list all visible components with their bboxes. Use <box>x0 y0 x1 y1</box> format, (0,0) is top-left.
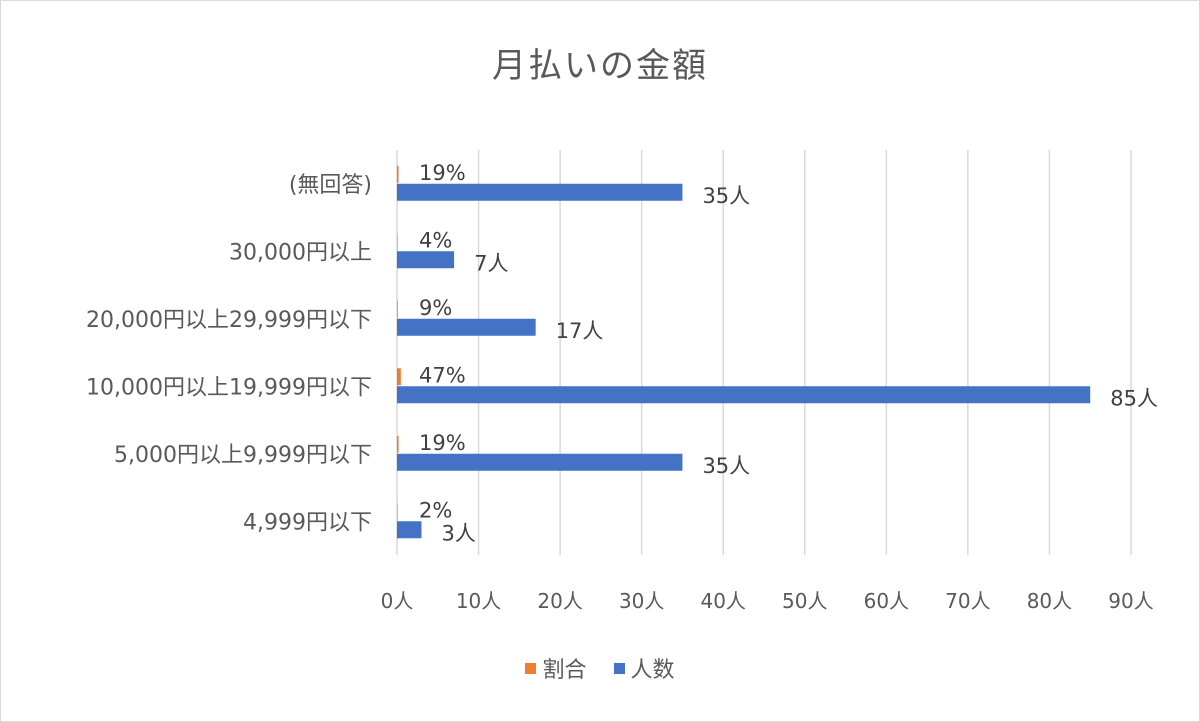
legend-label-count: 人数 <box>630 658 675 683</box>
data-label-ratio: 2% <box>419 498 452 522</box>
bar-count <box>397 453 683 471</box>
chart-title: 月払いの金額 <box>492 46 708 86</box>
data-label-count: 85人 <box>1110 386 1158 410</box>
data-label-ratio: 19% <box>419 431 466 455</box>
x-tick-label: 0人 <box>381 589 414 613</box>
bar-ratio <box>397 503 398 521</box>
legend: 割合 人数 <box>0 652 1200 684</box>
data-label-ratio: 4% <box>419 228 452 252</box>
bar-ratio <box>397 435 399 453</box>
category-label: 10,000円以上19,999円以下 <box>86 375 372 400</box>
data-label-ratio: 9% <box>419 296 452 320</box>
bar-count <box>397 251 455 269</box>
legend-item-count: 人数 <box>613 652 675 684</box>
bar-count <box>397 386 1091 404</box>
x-tick-label: 90人 <box>1108 589 1153 613</box>
legend-label-ratio: 割合 <box>542 658 587 683</box>
bar-ratio <box>397 368 401 386</box>
legend-swatch-ratio <box>525 662 537 674</box>
x-tick-label: 30人 <box>619 589 664 613</box>
x-tick-label: 10人 <box>456 589 501 613</box>
category-label: (無回答) <box>289 173 372 198</box>
category-label: 30,000円以上 <box>229 240 372 265</box>
data-label-count: 7人 <box>474 251 508 275</box>
x-tick-label: 40人 <box>700 589 745 613</box>
data-label-count: 35人 <box>702 184 750 208</box>
legend-swatch-count <box>613 662 625 674</box>
bar-count <box>397 318 536 336</box>
x-tick-label: 50人 <box>782 589 827 613</box>
data-label-ratio: 47% <box>419 363 466 387</box>
x-tick-label: 60人 <box>864 589 909 613</box>
category-label: 5,000円以上9,999円以下 <box>114 443 372 468</box>
data-label-count: 17人 <box>556 319 604 343</box>
x-tick-label: 80人 <box>1027 589 1072 613</box>
data-label-count: 3人 <box>441 521 475 545</box>
x-tick-label: 20人 <box>537 589 582 613</box>
data-label-ratio: 19% <box>419 161 466 185</box>
bar-count <box>397 521 422 539</box>
data-label-count: 35人 <box>702 454 750 478</box>
legend-item-ratio: 割合 <box>525 652 587 684</box>
bar-count <box>397 183 683 201</box>
bar-ratio <box>397 233 398 251</box>
x-tick-label: 70人 <box>945 589 990 613</box>
bar-ratio <box>397 165 399 183</box>
category-label: 4,999円以下 <box>243 510 372 535</box>
bar-ratio <box>397 300 398 318</box>
category-label: 20,000円以上29,999円以下 <box>86 308 372 333</box>
